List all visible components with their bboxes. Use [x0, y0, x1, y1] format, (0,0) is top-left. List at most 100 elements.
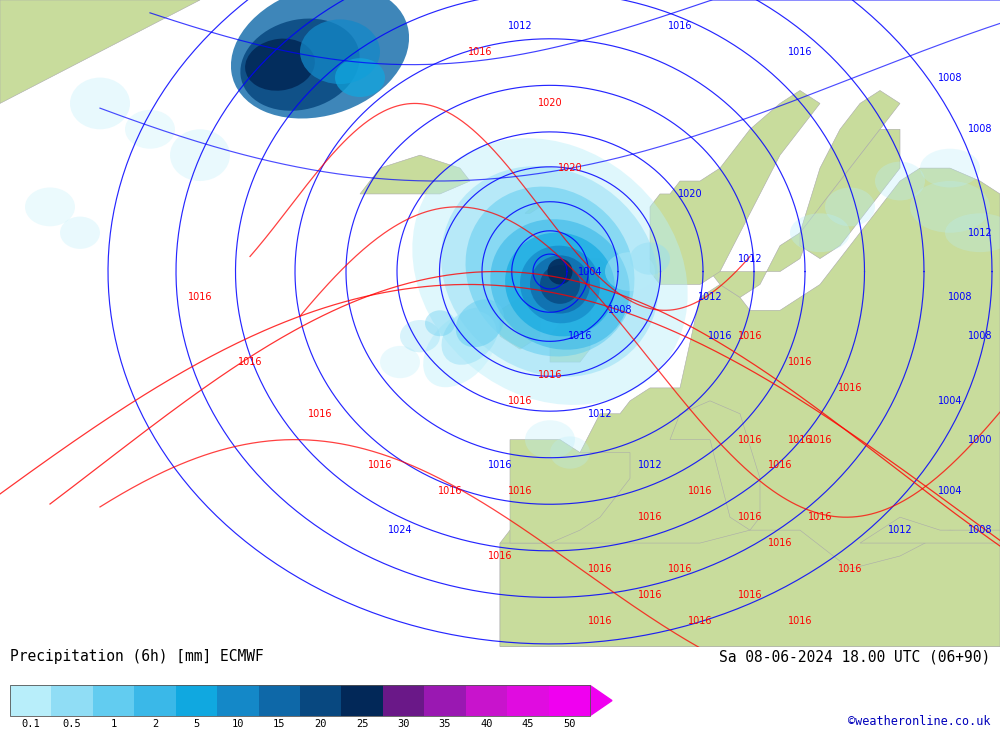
Polygon shape: [0, 0, 200, 103]
Ellipse shape: [300, 19, 380, 84]
Text: 1016: 1016: [738, 435, 762, 445]
Polygon shape: [650, 90, 820, 284]
Ellipse shape: [25, 188, 75, 226]
Ellipse shape: [231, 0, 409, 119]
Text: 1020: 1020: [538, 98, 562, 108]
Polygon shape: [500, 168, 1000, 647]
Text: 35: 35: [439, 719, 451, 729]
Text: 1004: 1004: [578, 267, 602, 276]
Text: 40: 40: [480, 719, 493, 729]
Text: 1004: 1004: [938, 486, 962, 496]
Text: 1016: 1016: [838, 383, 862, 393]
Text: 1016: 1016: [738, 512, 762, 522]
Text: 50: 50: [563, 719, 576, 729]
Ellipse shape: [70, 78, 130, 129]
Polygon shape: [860, 517, 1000, 543]
Ellipse shape: [825, 188, 875, 226]
Text: 1016: 1016: [508, 486, 532, 496]
Ellipse shape: [945, 213, 1000, 252]
Ellipse shape: [335, 58, 385, 97]
Polygon shape: [500, 530, 1000, 647]
Polygon shape: [670, 401, 760, 530]
Bar: [10, 685, 51, 715]
Ellipse shape: [540, 265, 580, 304]
Text: 1016: 1016: [588, 616, 612, 626]
Text: 1016: 1016: [668, 21, 692, 31]
Bar: [507, 685, 549, 715]
Ellipse shape: [170, 129, 230, 181]
Text: 1012: 1012: [508, 21, 532, 31]
Text: 1016: 1016: [688, 616, 712, 626]
Ellipse shape: [490, 219, 630, 350]
Text: 1016: 1016: [768, 538, 792, 548]
Ellipse shape: [125, 110, 175, 149]
Text: 1004: 1004: [938, 396, 962, 406]
Text: 1016: 1016: [668, 564, 692, 574]
Ellipse shape: [400, 320, 440, 353]
Text: 1016: 1016: [438, 486, 462, 496]
Text: 0.1: 0.1: [21, 719, 40, 729]
Text: Precipitation (6h) [mm] ECMWF: Precipitation (6h) [mm] ECMWF: [10, 649, 264, 664]
Text: 1012: 1012: [738, 254, 762, 264]
Text: 1012: 1012: [638, 460, 662, 471]
Ellipse shape: [605, 252, 655, 291]
Text: 1012: 1012: [888, 525, 912, 535]
Text: 1016: 1016: [568, 331, 592, 341]
Text: 1012: 1012: [968, 228, 992, 237]
Ellipse shape: [548, 259, 572, 284]
Text: 10: 10: [232, 719, 244, 729]
Text: 1016: 1016: [708, 331, 732, 341]
Text: 1016: 1016: [488, 460, 512, 471]
Bar: [549, 685, 590, 715]
Text: 1008: 1008: [968, 331, 992, 341]
Ellipse shape: [466, 187, 634, 356]
Text: 30: 30: [397, 719, 410, 729]
Bar: [10, 685, 590, 715]
Text: 1016: 1016: [788, 47, 812, 56]
Text: 2: 2: [152, 719, 158, 729]
Ellipse shape: [412, 138, 688, 405]
Text: 20: 20: [314, 719, 327, 729]
Text: 0.5: 0.5: [63, 719, 82, 729]
Text: 1016: 1016: [788, 435, 812, 445]
Bar: [176, 685, 217, 715]
Polygon shape: [500, 298, 540, 349]
Ellipse shape: [920, 149, 980, 188]
Bar: [424, 685, 466, 715]
Ellipse shape: [630, 243, 670, 275]
Text: 1008: 1008: [938, 73, 962, 83]
Ellipse shape: [240, 18, 360, 111]
Text: 1016: 1016: [308, 409, 332, 419]
Text: 1016: 1016: [638, 512, 662, 522]
Ellipse shape: [550, 436, 590, 468]
Text: 15: 15: [273, 719, 286, 729]
Text: 1016: 1016: [368, 460, 392, 471]
Text: 1016: 1016: [808, 512, 832, 522]
Ellipse shape: [875, 161, 925, 200]
Ellipse shape: [505, 232, 615, 336]
Text: 1012: 1012: [698, 292, 722, 303]
Ellipse shape: [245, 39, 315, 91]
Text: 5: 5: [193, 719, 200, 729]
Text: 1: 1: [110, 719, 117, 729]
Text: 1016: 1016: [768, 460, 792, 471]
Ellipse shape: [380, 346, 420, 378]
Polygon shape: [550, 259, 610, 362]
Bar: [383, 685, 424, 715]
Polygon shape: [525, 205, 540, 213]
Text: 1016: 1016: [788, 616, 812, 626]
Bar: [466, 685, 507, 715]
Ellipse shape: [456, 299, 504, 347]
Text: 1016: 1016: [638, 590, 662, 600]
Text: 1008: 1008: [608, 306, 632, 315]
Ellipse shape: [910, 181, 990, 233]
Polygon shape: [800, 129, 900, 259]
Text: 1016: 1016: [738, 331, 762, 341]
Bar: [134, 685, 176, 715]
Text: 1016: 1016: [538, 370, 562, 380]
Text: 1016: 1016: [788, 357, 812, 367]
Ellipse shape: [520, 246, 600, 323]
Text: 1016: 1016: [238, 357, 262, 367]
Bar: [217, 685, 259, 715]
Text: 1000: 1000: [968, 435, 992, 445]
